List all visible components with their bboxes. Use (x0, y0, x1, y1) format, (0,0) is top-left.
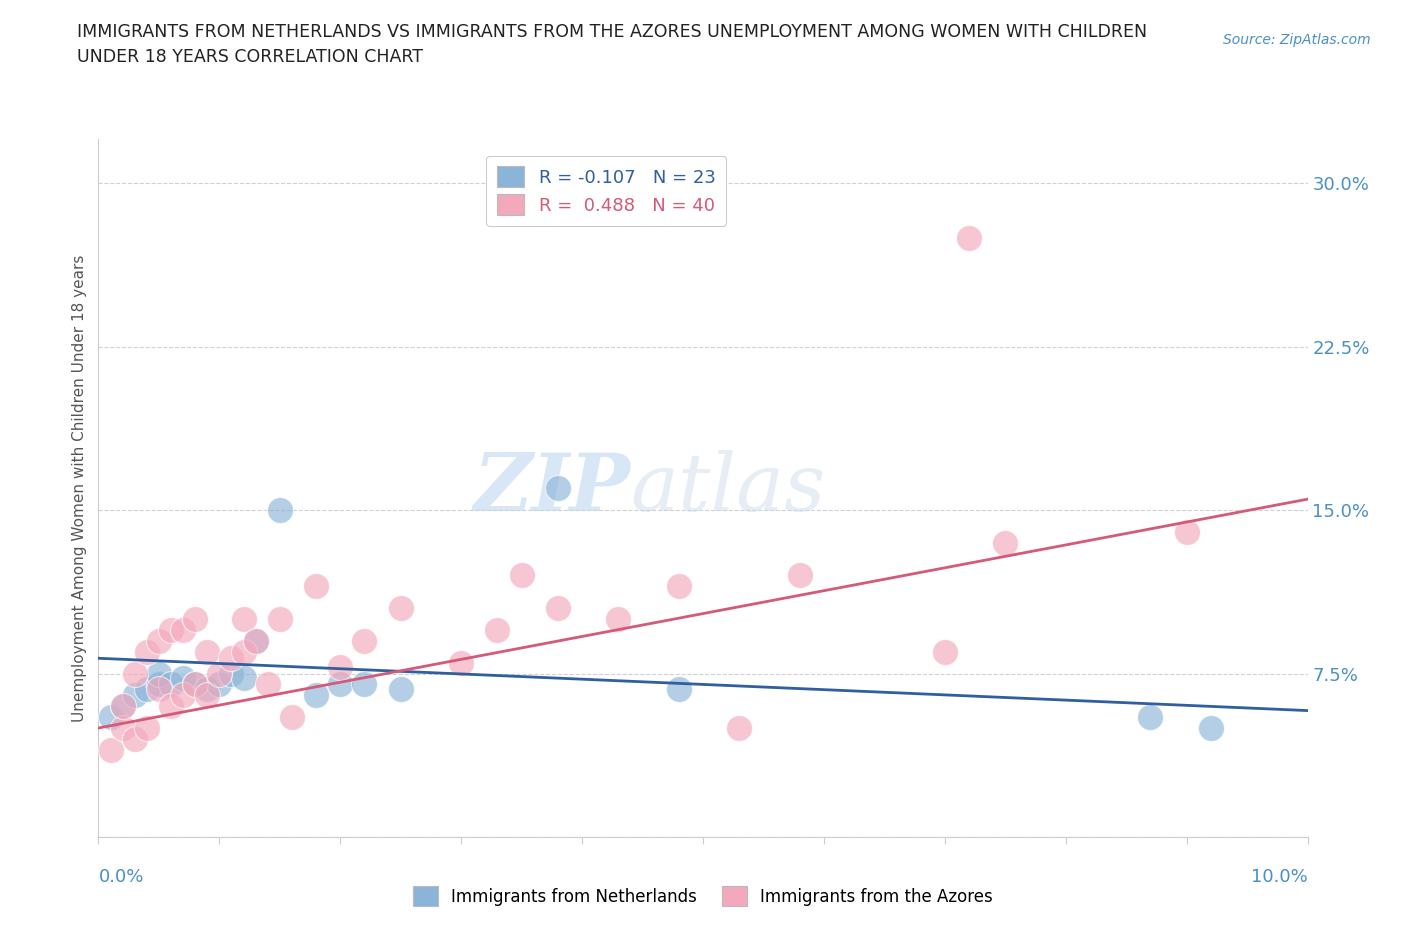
Point (111, 698, 134, 713)
Point (281, 710, 304, 724)
Point (160, 698, 183, 713)
Text: 10.0%: 10.0% (1251, 868, 1308, 885)
Point (510, 568, 533, 583)
Text: Source: ZipAtlas.com: Source: ZipAtlas.com (1223, 33, 1371, 46)
Point (305, 578, 328, 593)
Point (957, 230, 980, 245)
Text: atlas: atlas (630, 449, 825, 527)
Point (184, 677, 207, 692)
Point (172, 671, 194, 685)
Point (184, 612, 207, 627)
Point (195, 688, 218, 703)
Point (221, 651, 243, 666)
Legend: R = -0.107   N = 23, R =  0.488   N = 40: R = -0.107 N = 23, R = 0.488 N = 40 (486, 155, 727, 226)
Point (269, 502, 291, 517)
Point (353, 633, 375, 648)
Point (148, 677, 170, 692)
Point (208, 666, 231, 681)
Point (135, 644, 157, 659)
Point (668, 578, 690, 593)
Point (450, 656, 472, 671)
Point (1175, 525, 1198, 539)
Point (124, 666, 146, 681)
Point (305, 688, 328, 703)
Point (1199, 721, 1222, 736)
Point (269, 612, 291, 627)
Point (1139, 710, 1161, 724)
Point (172, 622, 194, 637)
Point (195, 644, 218, 659)
Legend: Immigrants from Netherlands, Immigrants from the Azores: Immigrants from Netherlands, Immigrants … (406, 880, 1000, 912)
Point (389, 601, 412, 616)
Point (232, 644, 254, 659)
Point (329, 677, 352, 692)
Point (208, 677, 231, 692)
Point (232, 671, 254, 685)
Point (789, 568, 811, 583)
Point (245, 633, 267, 648)
Point (934, 644, 956, 659)
Point (135, 682, 157, 697)
Point (607, 612, 630, 627)
Point (148, 682, 170, 697)
Point (160, 622, 183, 637)
Text: IMMIGRANTS FROM NETHERLANDS VS IMMIGRANTS FROM THE AZORES UNEMPLOYMENT AMONG WOM: IMMIGRANTS FROM NETHERLANDS VS IMMIGRANT… (77, 23, 1147, 66)
Point (124, 732, 146, 747)
Point (389, 682, 412, 697)
Point (221, 666, 243, 681)
Point (547, 481, 569, 496)
Point (994, 536, 1017, 551)
Y-axis label: Unemployment Among Women with Children Under 18 years: Unemployment Among Women with Children U… (72, 255, 87, 722)
Point (172, 688, 194, 703)
Text: 0.0%: 0.0% (98, 868, 143, 885)
Point (100, 742, 122, 757)
Point (111, 721, 134, 736)
Text: ZIP: ZIP (474, 449, 630, 527)
Point (256, 677, 278, 692)
Point (111, 698, 134, 713)
Point (160, 677, 183, 692)
Point (668, 682, 690, 697)
Point (547, 601, 569, 616)
Point (100, 710, 122, 724)
Point (135, 721, 157, 736)
Point (148, 666, 170, 681)
Point (148, 633, 170, 648)
Point (195, 682, 218, 697)
Point (486, 622, 509, 637)
Point (124, 688, 146, 703)
Point (728, 721, 751, 736)
Point (329, 659, 352, 674)
Point (232, 612, 254, 627)
Point (353, 677, 375, 692)
Point (184, 677, 207, 692)
Point (245, 633, 267, 648)
